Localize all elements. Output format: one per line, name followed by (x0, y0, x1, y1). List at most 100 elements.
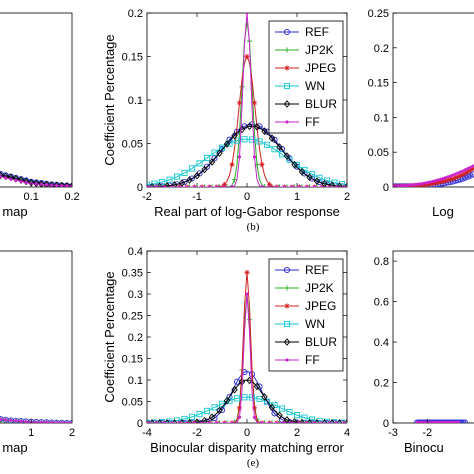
y-tick-label: 0.4 (128, 246, 143, 258)
y-tick-label: 0.2 (128, 332, 143, 344)
data-point (164, 184, 170, 187)
y-tick-label: 0.05 (122, 139, 143, 151)
data-point (177, 185, 182, 187)
data-point (170, 421, 174, 423)
legend (268, 20, 344, 134)
y-tick-label: 0.3 (128, 289, 143, 301)
data-point (268, 134, 276, 143)
data-point (173, 173, 181, 180)
data-point (251, 405, 258, 411)
data-point (192, 185, 197, 187)
data-point (282, 421, 287, 423)
legend-marker (284, 285, 290, 291)
x-tick-label: 2 (294, 427, 300, 439)
x-tick-label: -1 (192, 191, 202, 203)
data-point (291, 418, 298, 423)
data-point (147, 421, 152, 423)
data-point (455, 173, 461, 180)
y-tick-label: 0 (383, 418, 389, 430)
data-point (312, 421, 317, 423)
data-point (253, 382, 261, 391)
legend-item: FF (305, 115, 320, 129)
data-point (186, 184, 193, 187)
data-point (278, 151, 286, 158)
data-point (201, 165, 208, 174)
legend-marker (283, 338, 291, 346)
legend-item: FF (305, 353, 320, 367)
legend-marker (285, 120, 289, 124)
x-tick-label: 0 (244, 427, 250, 439)
y-tick-label: 0.1 (128, 95, 143, 107)
data-point (239, 84, 245, 90)
x-tick-label: 1 (28, 427, 34, 439)
data-point (186, 176, 193, 184)
data-point (216, 184, 223, 187)
data-point (55, 183, 59, 187)
data-point (248, 136, 256, 143)
data-point (252, 415, 257, 419)
series-line (147, 21, 347, 187)
data-point (266, 181, 273, 187)
data-point (251, 100, 258, 106)
data-point (201, 184, 208, 187)
data-point (462, 170, 469, 176)
data-point (60, 421, 64, 423)
data-point (241, 394, 248, 401)
data-point (245, 292, 249, 296)
data-point (301, 170, 308, 177)
series-wn (147, 136, 347, 187)
data-point (216, 149, 223, 157)
data-point (430, 180, 436, 187)
data-point (336, 182, 343, 187)
data-point (222, 185, 227, 187)
data-point (162, 421, 167, 423)
x-axis-label: Binocu (404, 440, 444, 455)
data-point (207, 185, 212, 187)
panel-bottom-left: 1 2 map (0, 250, 75, 455)
data-point (185, 185, 189, 187)
data-point (14, 419, 18, 423)
data-point (293, 412, 301, 419)
data-point (65, 421, 69, 423)
panel-top-middle: -2 -1 0 1 2 0 0.05 0.1 0.15 0.2 Real part of log-G… (102, 8, 350, 233)
data-point (313, 177, 321, 185)
data-point (291, 184, 298, 187)
data-point (43, 180, 50, 187)
data-point (230, 421, 234, 423)
data-point (65, 184, 69, 187)
data-point (203, 407, 211, 414)
data-point (4, 176, 8, 180)
y-tick-label: 0.05 (122, 397, 143, 409)
data-point (68, 182, 72, 187)
data-point (222, 421, 227, 423)
data-point (200, 421, 204, 423)
data-point (457, 172, 464, 179)
legend-item: JPEG (305, 61, 336, 75)
data-point (231, 385, 238, 394)
y-tick-label: 0.35 (122, 268, 143, 280)
y-tick-label: 0.25 (122, 311, 143, 323)
x-tick-label: 0.2 (64, 191, 79, 203)
y-tick-label: 0.15 (122, 52, 143, 64)
data-point (48, 181, 55, 187)
data-point (188, 175, 196, 182)
data-point (163, 182, 171, 187)
data-point (291, 420, 298, 423)
data-point (19, 179, 23, 183)
data-point (269, 420, 275, 423)
data-point (39, 182, 44, 187)
x-tick-label: -2 (192, 427, 202, 439)
data-point (34, 420, 38, 423)
data-point (256, 395, 263, 403)
data-point (229, 161, 235, 168)
data-point (469, 171, 474, 178)
y-tick-label: 0 (137, 418, 143, 430)
data-point (236, 100, 243, 106)
data-point (216, 420, 223, 423)
data-point (263, 398, 271, 405)
data-point (196, 160, 203, 167)
data-point (283, 152, 291, 160)
data-point (286, 408, 293, 416)
data-point (147, 185, 152, 187)
data-point (236, 405, 243, 411)
